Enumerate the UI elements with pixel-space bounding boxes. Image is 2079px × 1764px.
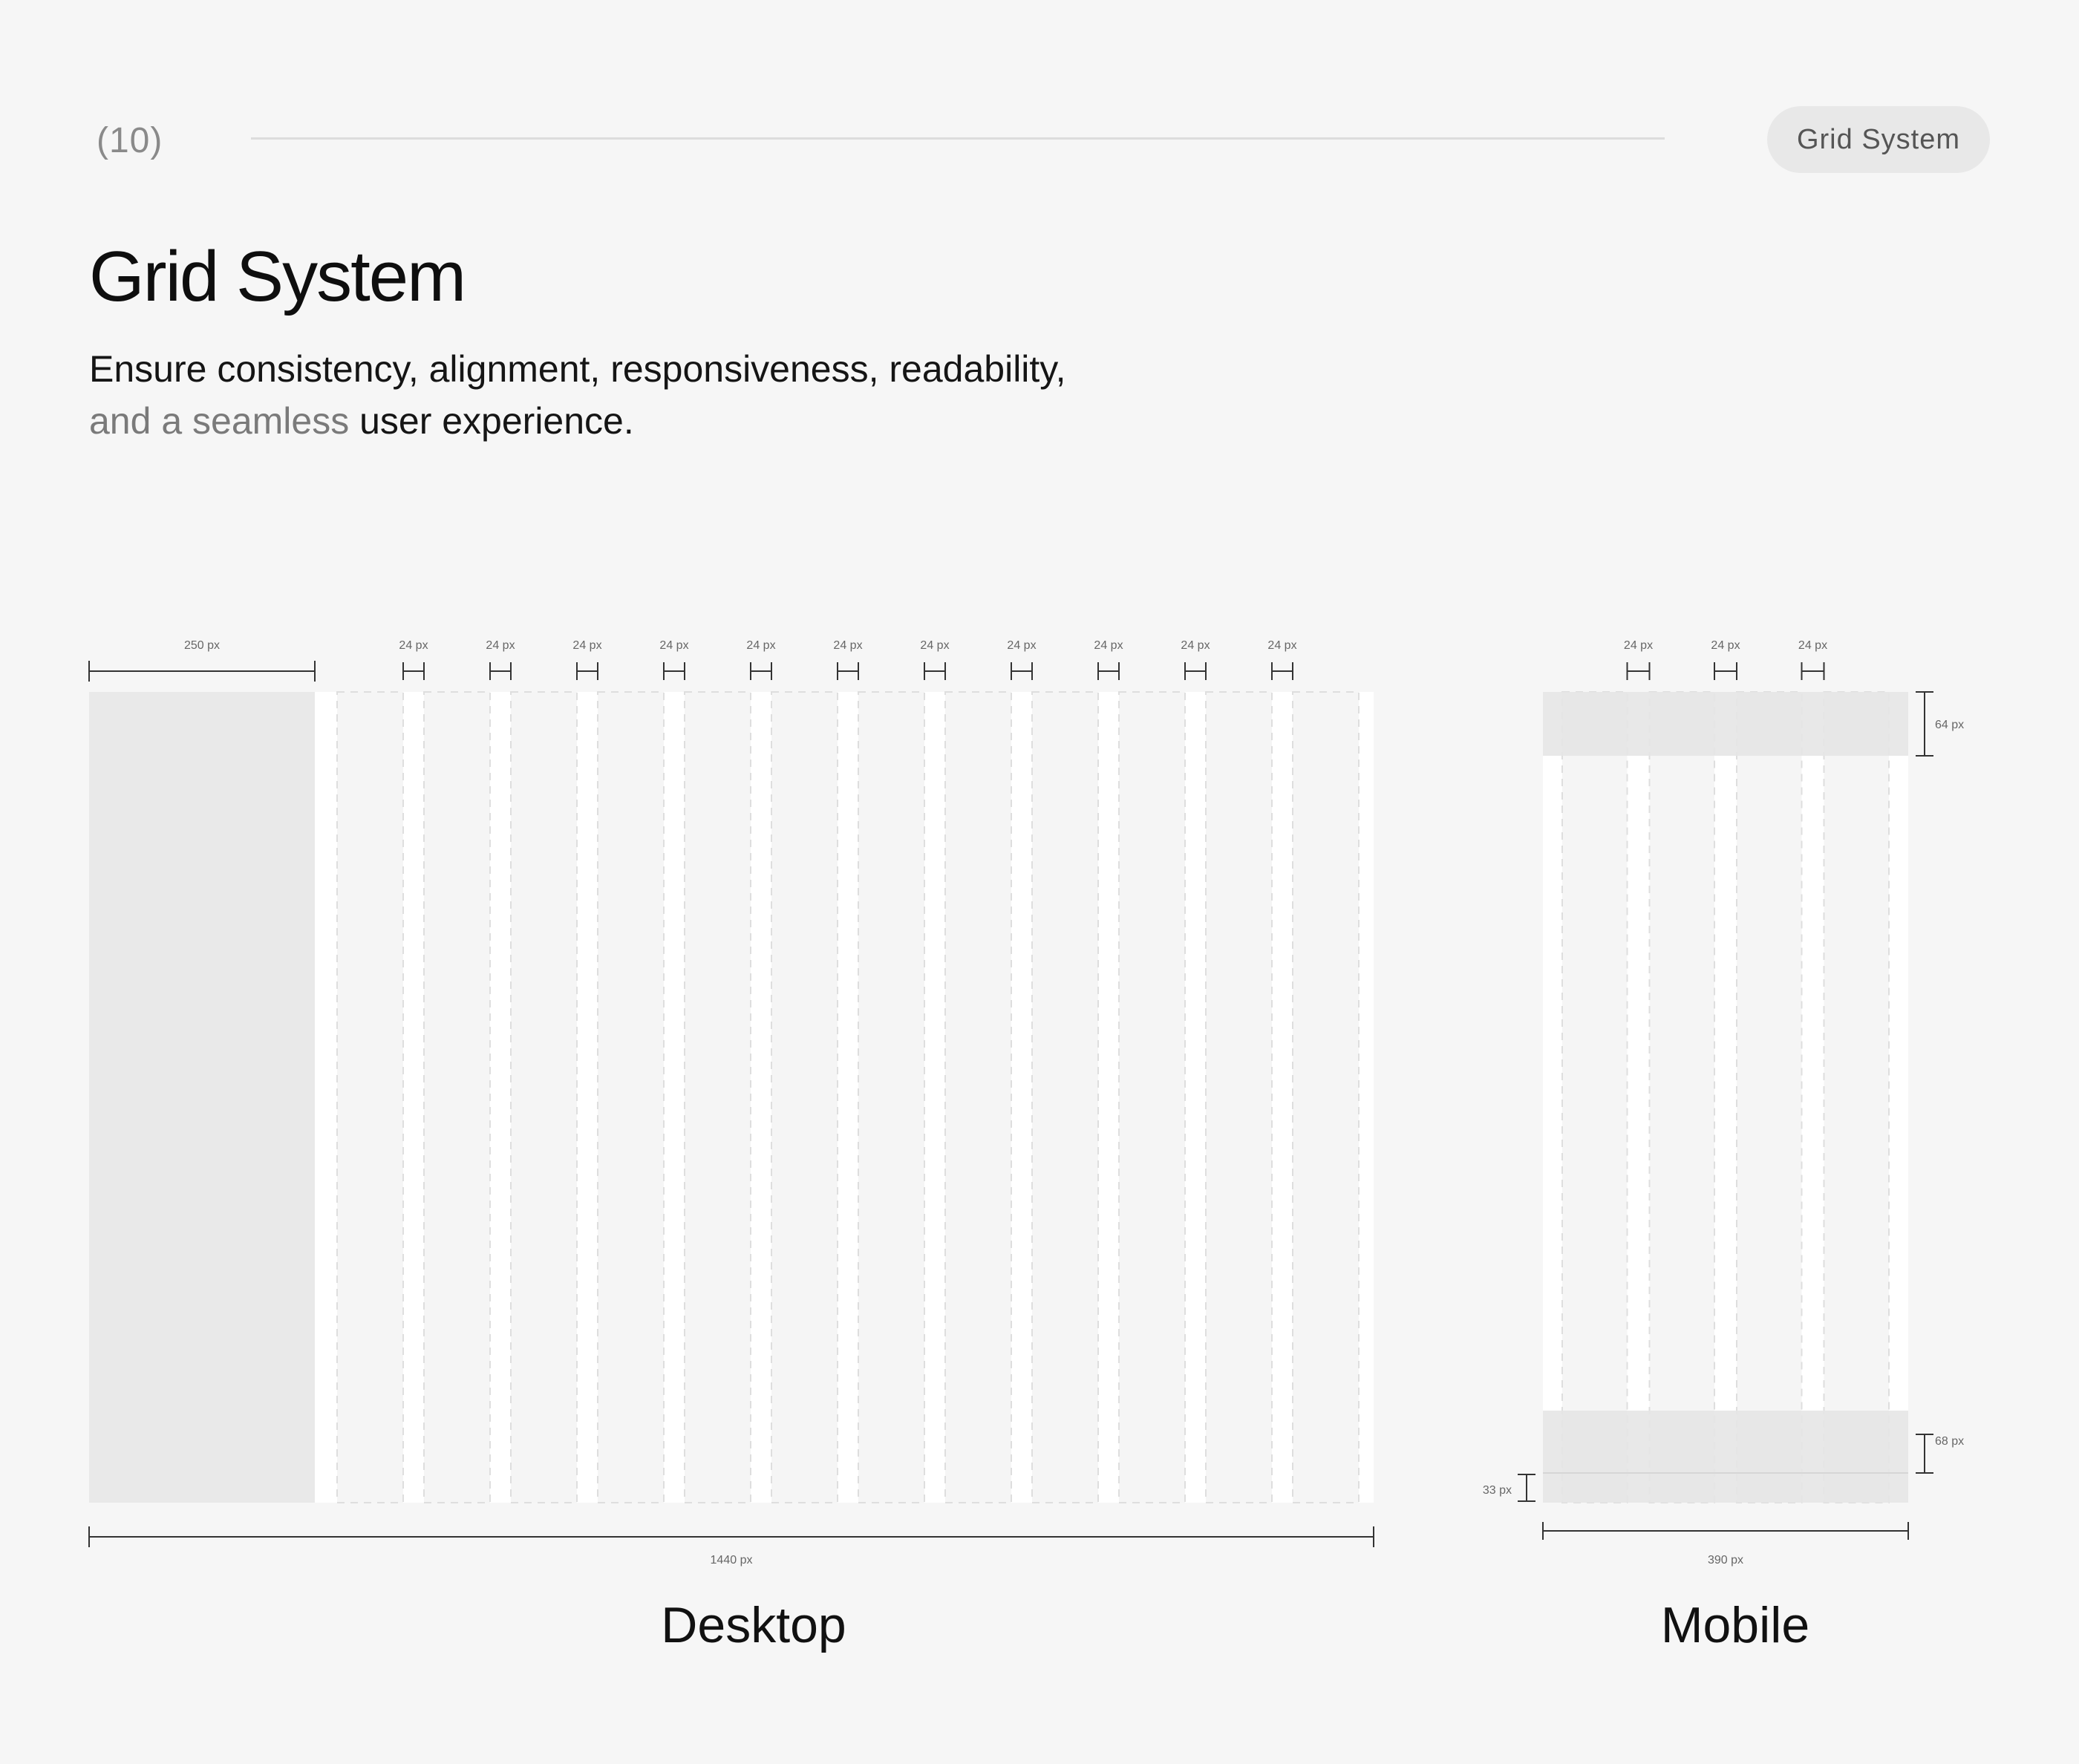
- desktop-gutter-label: 24 px: [1094, 639, 1123, 652]
- section-tag: Grid System: [1767, 106, 1990, 173]
- desktop-column: [1031, 691, 1099, 1503]
- desktop-width-label: 1440 px: [711, 1554, 753, 1567]
- mobile-gutter-label: 24 px: [1711, 639, 1740, 652]
- page-subtitle: Ensure consistency, alignment, responsiv…: [89, 343, 1277, 447]
- desktop-column: [858, 691, 925, 1503]
- desktop-gutter-label: 24 px: [920, 639, 949, 652]
- mobile-gutter-label: 24 px: [1798, 639, 1827, 652]
- mobile-top-bar-label: 64 px: [1935, 719, 1964, 731]
- desktop-gutter-label: 24 px: [833, 639, 862, 652]
- desktop-column: [1292, 691, 1360, 1503]
- desktop-column: [1205, 691, 1273, 1503]
- desktop-sidebar-label: 250 px: [184, 639, 220, 652]
- desktop-sidebar: [89, 692, 315, 1503]
- mobile-width-label: 390 px: [1708, 1554, 1743, 1567]
- page-number: (10): [97, 121, 163, 160]
- desktop-column: [771, 691, 838, 1503]
- desktop-column: [510, 691, 578, 1503]
- subtitle-line1: Ensure consistency, alignment, responsiv…: [89, 348, 1066, 390]
- mobile-column: [1561, 691, 1628, 1503]
- desktop-column: [423, 691, 491, 1503]
- subtitle-muted-text: and a seamless: [89, 400, 350, 442]
- desktop-column: [684, 691, 751, 1503]
- mobile-column: [1736, 691, 1803, 1503]
- desktop-column: [944, 691, 1012, 1503]
- header-divider: [251, 137, 1665, 140]
- desktop-gutter-label: 24 px: [399, 639, 428, 652]
- desktop-gutter-label: 24 px: [746, 639, 775, 652]
- desktop-caption: Desktop: [661, 1597, 846, 1653]
- mobile-gutter-label: 24 px: [1624, 639, 1653, 652]
- desktop-gutter-label: 24 px: [1007, 639, 1036, 652]
- desktop-gutter-label: 24 px: [572, 639, 601, 652]
- desktop-gutter-label: 24 px: [1267, 639, 1296, 652]
- mobile-bottom-offset-label: 33 px: [1483, 1484, 1512, 1497]
- mobile-column: [1648, 691, 1715, 1503]
- mobile-bottom-bar: [1543, 1411, 1908, 1503]
- desktop-column: [597, 691, 665, 1503]
- mobile-caption: Mobile: [1660, 1597, 1810, 1653]
- subtitle-line2: user experience.: [349, 400, 634, 442]
- mobile-column: [1823, 691, 1890, 1503]
- desktop-column: [336, 691, 404, 1503]
- desktop-column: [1118, 691, 1186, 1503]
- mobile-bottom-bar-label: 68 px: [1935, 1435, 1964, 1448]
- mobile-top-bar: [1543, 692, 1908, 756]
- desktop-gutter-label: 24 px: [486, 639, 515, 652]
- desktop-gutter-label: 24 px: [1181, 639, 1210, 652]
- desktop-gutter-label: 24 px: [659, 639, 688, 652]
- page-title: Grid System: [89, 237, 466, 316]
